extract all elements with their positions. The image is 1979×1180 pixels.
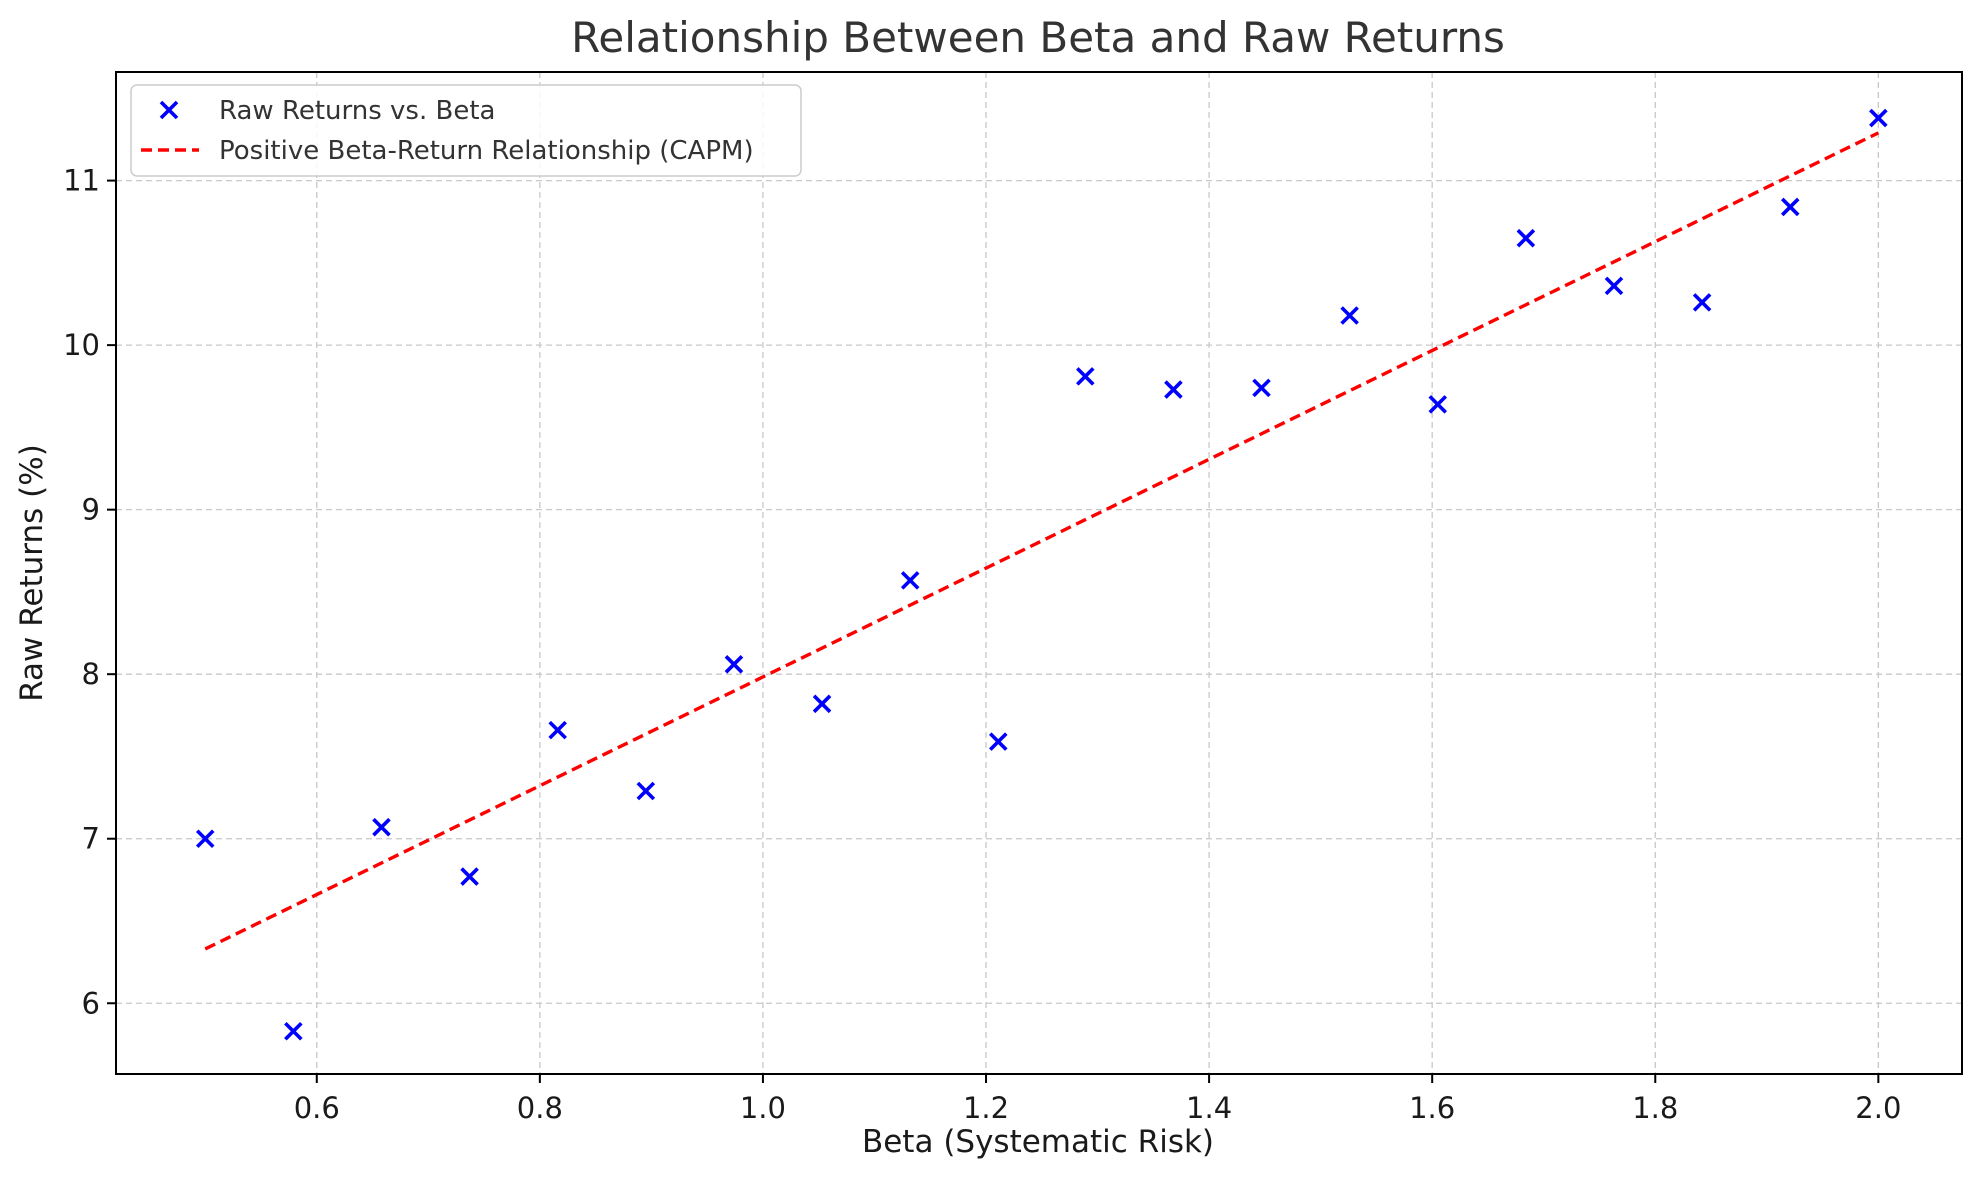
x-tick-label: 1.0 [740,1091,786,1125]
legend-marker-scatter [159,100,179,120]
y-tick-label: 8 [82,657,100,691]
scatter-points [195,108,1888,1041]
x-tick-label: 1.4 [1186,1091,1232,1125]
scatter-point [1516,228,1536,248]
chart-title: Relationship Between Beta and Raw Return… [571,13,1505,62]
scatter-point [1076,367,1095,386]
scatter-point [195,829,215,848]
trend-line-layer [204,131,1880,951]
scatter-point [724,655,744,674]
scatter-point [636,781,656,801]
capm-trend-line [204,131,1880,951]
scatter-point [284,1021,303,1041]
scatter-point [1428,395,1448,414]
x-tick-label: 2.0 [1855,1091,1901,1125]
y-tick-label: 6 [82,986,100,1020]
x-axis-ticks: 0.6 0.8 1.0 1.2 1.4 1.6 1.8 2.0 [294,1074,1901,1125]
y-tick-label: 7 [82,822,100,856]
y-tick-label: 10 [63,328,100,362]
legend-label-scatter: Raw Returns vs. Beta [219,96,495,126]
y-tick-label: 9 [82,493,100,527]
y-axis-label: Raw Returns (%) [14,444,50,702]
scatter-point [1780,197,1800,217]
scatter-point [900,571,920,590]
x-axis-label: Beta (Systematic Risk) [862,1124,1214,1160]
scatter-point [548,720,567,740]
y-tick-label: 11 [63,164,100,198]
x-tick-label: 1.8 [1632,1091,1678,1125]
scatter-point [1692,293,1712,312]
scatter-point [989,732,1008,751]
y-axis-ticks: 6 7 8 9 10 11 [63,164,116,1020]
x-tick-label: 1.6 [1409,1091,1455,1125]
grid-lines [116,72,1962,1074]
scatter-point [460,867,479,886]
legend-box [130,84,802,177]
scatter-point [1340,306,1359,325]
x-tick-label: 0.8 [517,1091,563,1125]
legend-label-line: Positive Beta-Return Relationship (CAPM) [219,136,754,166]
x-tick-label: 0.6 [294,1091,340,1125]
legend: Raw Returns vs. Beta Positive Beta-Retur… [130,84,802,177]
scatter-point [1604,276,1624,296]
scatter-point [1164,380,1183,399]
plot-area-frame [115,71,1963,1075]
scatter-point [1869,108,1888,128]
scatter-point [372,817,391,837]
scatter-point [1252,378,1271,398]
x-tick-label: 1.2 [963,1091,1009,1125]
scatter-point [812,694,832,714]
